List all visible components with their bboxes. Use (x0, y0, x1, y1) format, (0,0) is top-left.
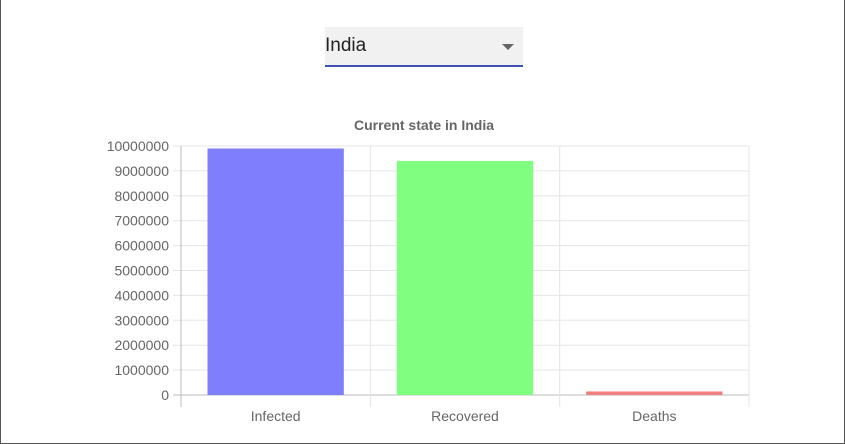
y-tick-label: 4000000 (114, 287, 169, 303)
x-tick-label: Infected (251, 408, 301, 424)
y-tick-label: 1000000 (114, 362, 169, 378)
bar-deaths[interactable] (586, 391, 723, 395)
y-tick-label: 10000000 (107, 138, 170, 154)
y-tick-label: 5000000 (114, 263, 169, 279)
x-axis-ticks: Infected Recovered Deaths (251, 408, 677, 424)
country-select[interactable]: India (325, 27, 523, 67)
country-select-value: India (325, 35, 367, 56)
y-tick-label: 9000000 (114, 163, 169, 179)
y-tick-label: 7000000 (114, 213, 169, 229)
y-tick-label: 2000000 (114, 337, 169, 353)
y-tick-label: 3000000 (114, 312, 169, 328)
y-tick-label: 6000000 (114, 238, 169, 254)
y-axis-ticks: 1000000090000008000000700000060000005000… (107, 138, 170, 403)
y-tick-label: 0 (161, 387, 169, 403)
bar-recovered[interactable] (396, 160, 534, 395)
chart-bars (207, 148, 723, 395)
chevron-down-icon (502, 44, 514, 50)
bar-infected[interactable] (207, 148, 344, 395)
x-tick-label: Recovered (431, 408, 499, 424)
y-tick-label: 8000000 (114, 188, 169, 204)
x-tick-label: Deaths (632, 408, 676, 424)
chart-title: Current state in India (354, 117, 494, 133)
